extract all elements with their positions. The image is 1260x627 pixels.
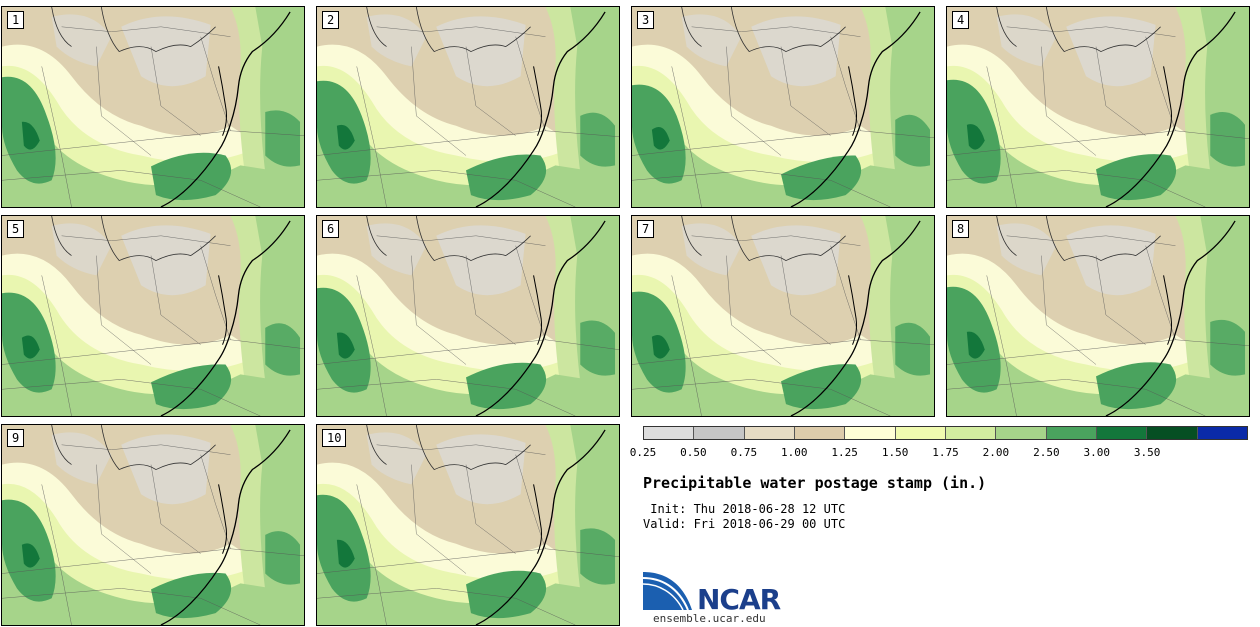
colorbar-tick-label: 1.75: [932, 446, 959, 459]
colorbar-segment: [945, 427, 997, 439]
colorbar-segment: [694, 427, 745, 439]
colorbar-tick-label: 1.25: [831, 446, 858, 459]
stamp-panel-8: 8: [946, 215, 1250, 417]
colorbar-ticks: 0.25 0.50 0.75 1.00 1.25 1.50 1.75 2.00 2.50 3.00…: [630, 446, 1248, 460]
stamp-panel-2: 2: [316, 6, 620, 208]
colorbar-segment: [895, 427, 946, 439]
precip-water-map: [317, 7, 619, 207]
colorbar-tick-label: 2.00: [982, 446, 1010, 459]
website-url: ensemble.ucar.edu: [653, 612, 766, 625]
stamp-number: 4: [952, 11, 970, 29]
stamp-panel-7: 7: [631, 215, 935, 417]
stamp-panel-10: 10: [316, 424, 620, 626]
colorbar-segment: [644, 427, 695, 439]
colorbar-segment: [1096, 427, 1148, 439]
colorbar-tick-label: 3.00: [1083, 446, 1111, 459]
colorbar-segment: [1147, 427, 1198, 439]
precip-water-map: [947, 216, 1249, 416]
stamp-panel-6: 6: [316, 215, 620, 417]
ncar-logo-icon: [642, 572, 692, 611]
stamp-number: 9: [7, 429, 25, 447]
stamp-number: 7: [637, 220, 655, 238]
stamp-panel-5: 5: [1, 215, 305, 417]
stamp-number: 3: [637, 11, 655, 29]
stamp-number: 1: [7, 11, 25, 29]
init-time: Init: Thu 2018-06-28 12 UTC: [643, 502, 846, 516]
ncar-logo-text: NCAR: [697, 583, 781, 616]
precip-water-map: [2, 425, 304, 625]
stamp-number: 2: [322, 11, 340, 29]
colorbar-tick-label: 0.50: [680, 446, 707, 459]
stamp-number: 6: [322, 220, 340, 238]
stamp-panel-9: 9: [1, 424, 305, 626]
valid-time: Valid: Fri 2018-06-29 00 UTC: [643, 517, 846, 531]
colorbar-segment: [1197, 427, 1247, 439]
stamp-panel-4: 4: [946, 6, 1250, 208]
precip-water-map: [2, 7, 304, 207]
stamp-number: 8: [952, 220, 970, 238]
stamp-number: 5: [7, 220, 25, 238]
precip-water-map: [632, 7, 934, 207]
colorbar-tick-label: 1.00: [781, 446, 808, 459]
precip-water-map: [632, 216, 934, 416]
colorbar-segment: [794, 427, 846, 439]
precip-water-map: [947, 7, 1249, 207]
colorbar-tick-label: 0.25: [629, 446, 657, 459]
stamp-panel-1: 1: [1, 6, 305, 208]
precip-water-map: [317, 425, 619, 625]
precip-water-map: [317, 216, 619, 416]
colorbar-segment: [1046, 427, 1097, 439]
colorbar-segment: [996, 427, 1047, 439]
colorbar-segment: [744, 427, 795, 439]
colorbar-tick-label: 3.50: [1133, 446, 1161, 459]
colorbar-tick-label: 1.50: [881, 446, 909, 459]
colorbar: [643, 426, 1248, 440]
colorbar-tick-label: 0.75: [730, 446, 758, 459]
stamp-panel-3: 3: [631, 6, 935, 208]
stamp-number: 10: [322, 429, 347, 447]
precip-water-map: [2, 216, 304, 416]
colorbar-tick-label: 2.50: [1033, 446, 1060, 459]
colorbar-segment: [845, 427, 896, 439]
figure-title: Precipitable water postage stamp (in.): [643, 474, 987, 492]
